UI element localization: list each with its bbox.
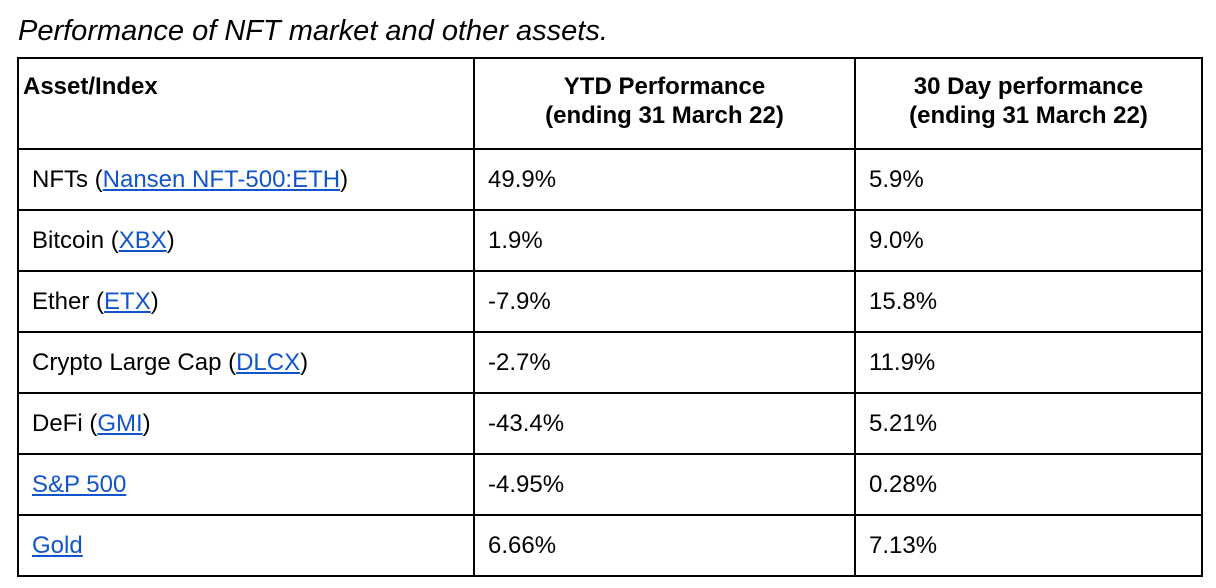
ytd-value-cell: -4.95%: [473, 453, 856, 516]
asset-link[interactable]: XBX: [118, 226, 167, 254]
table-row-nfts: NFTs (Nansen NFT-500:ETH) 49.9% 5.9%: [17, 148, 1203, 211]
day30-header-line1: 30 Day performance: [913, 73, 1144, 100]
table-row-ether: Ether (ETX) -7.9% 15.8%: [17, 270, 1203, 333]
table-row-defi: DeFi (GMI) -43.4% 5.21%: [17, 392, 1203, 455]
day30-value-cell: 5.9%: [854, 148, 1203, 211]
ytd-value-cell: 6.66%: [473, 514, 856, 577]
day30-header-line2: (ending 31 March 22): [909, 102, 1148, 129]
asset-link[interactable]: DLCX: [236, 348, 301, 376]
asset-cell: Gold: [17, 514, 475, 577]
asset-text-prefix: NFTs (: [32, 165, 103, 193]
asset-link[interactable]: GMI: [97, 409, 143, 437]
asset-text-suffix: ): [150, 287, 159, 315]
asset-cell: Ether (ETX): [17, 270, 475, 333]
table-caption: Performance of NFT market and other asse…: [18, 15, 608, 47]
asset-text-prefix: DeFi (: [32, 409, 98, 437]
performance-table: Asset/Index YTD Performance (ending 31 M…: [17, 57, 1203, 577]
column-header-30day-performance: 30 Day performance (ending 31 March 22): [854, 57, 1203, 150]
day30-value-cell: 9.0%: [854, 209, 1203, 272]
column-header-asset-index: Asset/Index: [17, 57, 475, 150]
asset-text-suffix: ): [166, 226, 175, 254]
asset-text-prefix: Bitcoin (: [32, 226, 119, 254]
table-row-bitcoin: Bitcoin (XBX) 1.9% 9.0%: [17, 209, 1203, 272]
day30-value-cell: 15.8%: [854, 270, 1203, 333]
ytd-value-cell: 1.9%: [473, 209, 856, 272]
asset-link[interactable]: Nansen NFT-500:ETH: [102, 165, 341, 193]
ytd-value-cell: -2.7%: [473, 331, 856, 394]
header-row: Asset/Index YTD Performance (ending 31 M…: [17, 57, 1203, 150]
asset-cell: Crypto Large Cap (DLCX): [17, 331, 475, 394]
asset-text-suffix: ): [142, 409, 151, 437]
ytd-value-cell: -7.9%: [473, 270, 856, 333]
asset-cell: S&P 500: [17, 453, 475, 516]
table-row-sp500: S&P 500 -4.95% 0.28%: [17, 453, 1203, 516]
asset-cell: Bitcoin (XBX): [17, 209, 475, 272]
asset-link[interactable]: Gold: [32, 531, 83, 559]
table-row-crypto-large-cap: Crypto Large Cap (DLCX) -2.7% 11.9%: [17, 331, 1203, 394]
asset-link[interactable]: ETX: [104, 287, 151, 315]
day30-value-cell: 11.9%: [854, 331, 1203, 394]
day30-value-cell: 7.13%: [854, 514, 1203, 577]
asset-cell: NFTs (Nansen NFT-500:ETH): [17, 148, 475, 211]
asset-link[interactable]: S&P 500: [32, 470, 127, 498]
ytd-value-cell: -43.4%: [473, 392, 856, 455]
day30-value-cell: 0.28%: [854, 453, 1203, 516]
ytd-value-cell: 49.9%: [473, 148, 856, 211]
ytd-header-line1: YTD Performance: [563, 73, 766, 100]
asset-cell: DeFi (GMI): [17, 392, 475, 455]
asset-text-prefix: Crypto Large Cap (: [32, 348, 237, 376]
asset-text-suffix: ): [300, 348, 309, 376]
column-header-ytd-performance: YTD Performance (ending 31 March 22): [473, 57, 856, 150]
table-row-gold: Gold 6.66% 7.13%: [17, 514, 1203, 577]
asset-text-prefix: Ether (: [32, 287, 105, 315]
asset-text-suffix: ): [340, 165, 349, 193]
day30-value-cell: 5.21%: [854, 392, 1203, 455]
ytd-header-line2: (ending 31 March 22): [545, 102, 784, 129]
